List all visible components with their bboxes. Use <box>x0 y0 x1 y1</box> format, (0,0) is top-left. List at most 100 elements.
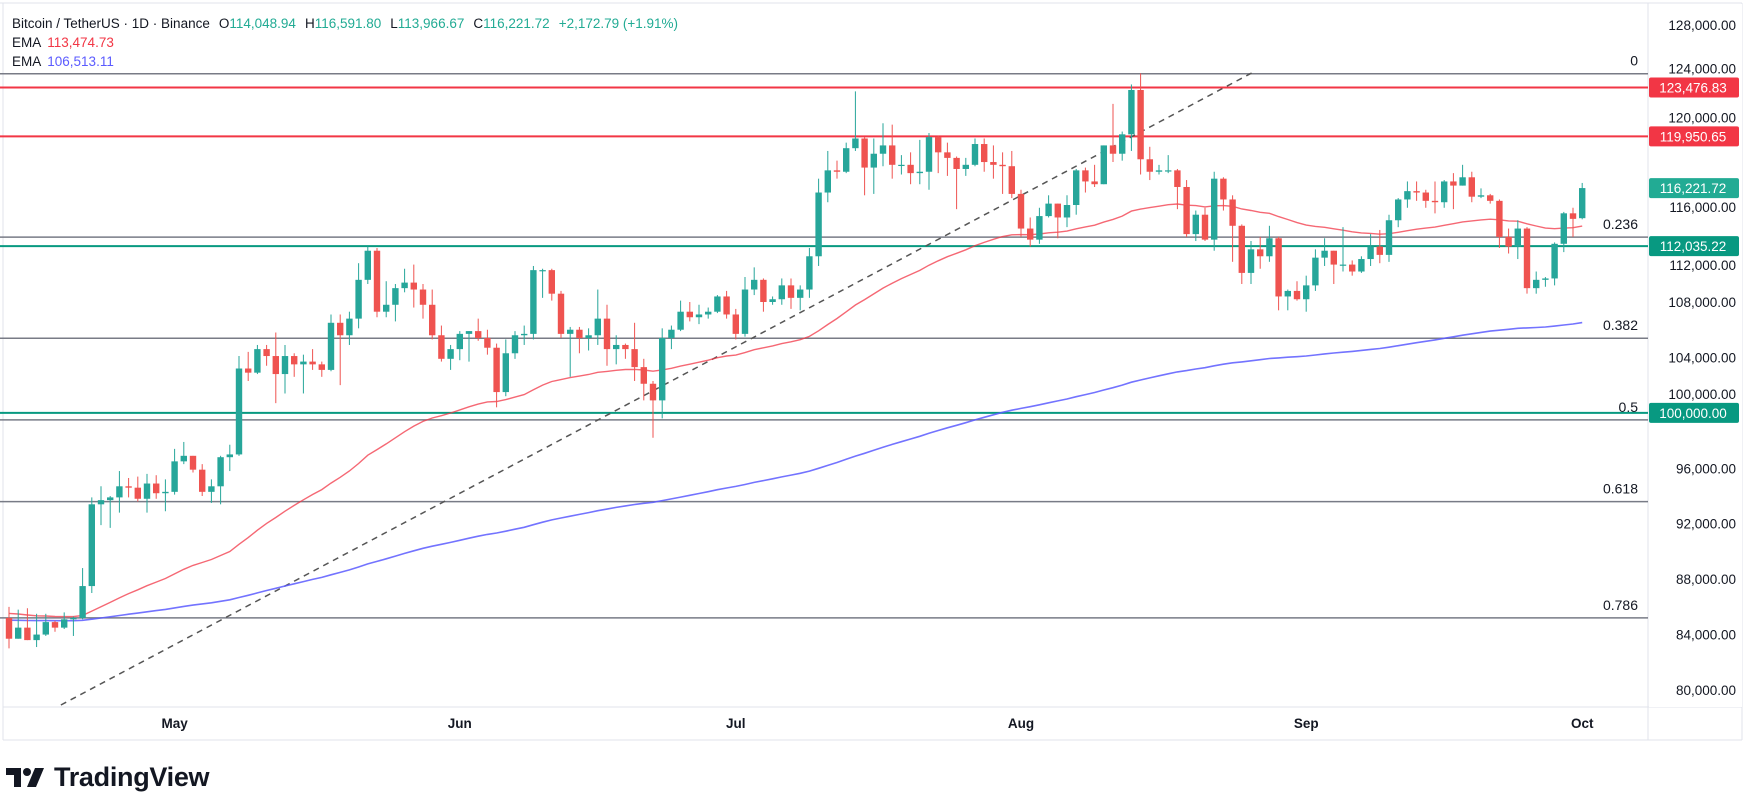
candle <box>373 247 381 318</box>
candle-body <box>447 349 454 359</box>
candle-body <box>1155 170 1163 172</box>
candle-body <box>1082 170 1089 182</box>
candle-body <box>824 170 831 193</box>
horizontal-lines[interactable] <box>0 86 1648 414</box>
candle-body <box>1045 203 1052 217</box>
candle <box>1468 171 1475 203</box>
candle-body <box>1027 228 1034 240</box>
candle <box>1431 181 1439 214</box>
candle <box>1091 164 1098 187</box>
candle-body <box>125 486 132 488</box>
candle <box>585 328 592 351</box>
last-price-label-box[interactable] <box>1649 178 1739 199</box>
candle <box>1017 189 1025 237</box>
candle-body <box>870 153 877 168</box>
candle <box>1275 236 1282 311</box>
candle-body <box>787 285 795 298</box>
price-line-label-box[interactable] <box>1649 77 1739 98</box>
candle-body <box>1183 186 1190 235</box>
price-tick-label: 116,000.00 <box>1669 200 1736 215</box>
candle-body <box>1211 178 1218 240</box>
candle <box>1551 242 1558 286</box>
candle-body <box>1450 181 1457 186</box>
candle-body <box>410 282 417 290</box>
price-line-label-box[interactable] <box>1649 402 1739 423</box>
fib-level-label: 0.786 <box>1603 597 1638 613</box>
candle-body <box>1496 200 1503 237</box>
candle-body <box>668 329 675 339</box>
candle <box>944 142 951 176</box>
candle-body <box>1560 213 1567 244</box>
candle-body <box>1229 199 1236 226</box>
candle-body <box>806 256 813 290</box>
candle-body <box>1468 177 1475 197</box>
price-line-label-box[interactable] <box>1649 126 1739 147</box>
candle <box>484 329 491 355</box>
candle <box>1045 195 1052 218</box>
candle-body <box>263 349 270 357</box>
time-label: Oct <box>1571 716 1594 731</box>
candle <box>281 344 289 394</box>
time-axis[interactable]: May Jun Jul Aug Sep Oct <box>161 716 1593 731</box>
candle <box>778 278 785 305</box>
ema-lines <box>8 203 1583 622</box>
candle-body <box>1266 238 1273 257</box>
candle <box>1054 203 1061 239</box>
candle <box>925 132 933 190</box>
tradingview-logo[interactable]: TradingView <box>6 762 210 793</box>
candle-body <box>33 634 40 641</box>
candle-body <box>1238 225 1245 273</box>
candle <box>1339 227 1347 272</box>
candle <box>677 300 684 332</box>
candle-body <box>1358 259 1365 272</box>
candle-body <box>1303 285 1310 300</box>
price-tick-label: 104,000.00 <box>1668 350 1736 365</box>
candle <box>217 455 224 505</box>
candle <box>833 160 841 179</box>
candle-body <box>419 289 427 305</box>
candle <box>649 380 657 438</box>
candle-body <box>594 318 601 336</box>
candle-body <box>42 622 49 635</box>
price-axis[interactable]: 128,000.00 124,000.00 120,000.00 116,000.00… <box>1649 4 1742 707</box>
candle-body <box>272 356 279 375</box>
candle <box>300 354 307 394</box>
candle <box>1487 193 1494 204</box>
high-value: 116,591.80 <box>314 16 382 31</box>
dashed-trend-line[interactable] <box>60 72 1253 706</box>
ema-row-1[interactable]: EMA 113,474.73 <box>12 33 678 52</box>
candle-body <box>281 356 289 375</box>
ema-slow-line <box>8 321 1583 622</box>
symbol-row[interactable]: Bitcoin / TetherUS · 1D · Binance O114,04… <box>12 14 678 33</box>
candle-body <box>833 170 841 172</box>
candle <box>1201 207 1209 242</box>
fibonacci-retracement[interactable]: 0 0.236 0.382 0.5 0.618 0.786 <box>0 53 1648 619</box>
candle-body <box>1036 216 1043 240</box>
candle-body <box>1579 188 1586 219</box>
candle <box>1027 217 1034 247</box>
trend-line[interactable] <box>60 72 1253 706</box>
candle <box>1119 131 1126 161</box>
candle <box>33 613 40 648</box>
change-value: +2,172.79 (+1.91%) <box>558 16 679 31</box>
tradingview-logo-text: TradingView <box>54 762 210 792</box>
candle <box>1146 146 1153 181</box>
price-tick-label: 108,000.00 <box>1668 295 1736 310</box>
time-label: Jun <box>448 716 472 731</box>
candle <box>576 326 583 354</box>
candle-body <box>235 368 243 455</box>
candle <box>1569 207 1577 237</box>
candle-body <box>392 288 399 305</box>
candle <box>475 318 482 341</box>
price-line-label-box[interactable] <box>1649 236 1739 257</box>
candle-body <box>456 333 463 350</box>
candle <box>254 344 261 375</box>
candle <box>511 331 519 359</box>
candle <box>429 289 436 340</box>
candle-body <box>364 250 371 280</box>
ema-label: EMA <box>12 35 42 50</box>
ema-row-2[interactable]: EMA 106,513.11 <box>12 52 678 71</box>
candle-body <box>171 461 178 492</box>
candle <box>1284 289 1291 311</box>
